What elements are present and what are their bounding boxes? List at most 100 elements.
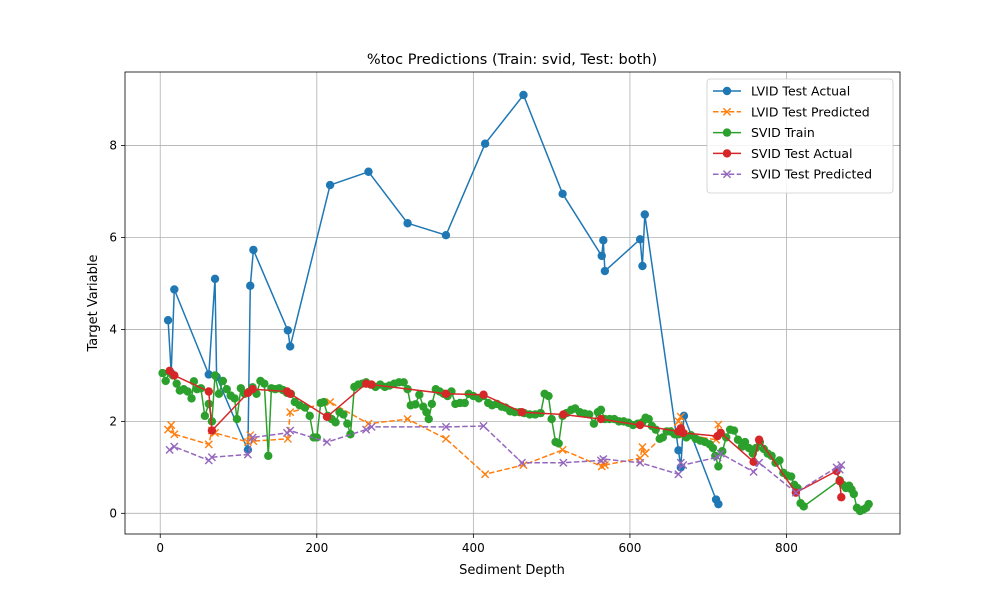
data-point-svid-train (399, 378, 408, 387)
chart-title: %toc Predictions (Train: svid, Test: bot… (367, 52, 657, 68)
data-point-svid-train (232, 414, 242, 424)
data-point-svid-train (714, 462, 723, 471)
data-point-svid-train (172, 379, 181, 388)
data-point-svid-train (585, 410, 594, 419)
data-point-lvid-test-actual (285, 342, 295, 351)
data-point-lvid-test-actual (403, 219, 412, 228)
data-point-lvid-test-predicted (638, 443, 647, 452)
data-point-svid-train (200, 411, 210, 421)
data-point-lvid-test-actual (249, 245, 258, 255)
legend-marker-svid-test-actual (722, 149, 732, 158)
data-point-lvid-test-actual (638, 261, 647, 271)
plot-frame (124, 71, 901, 535)
data-point-svid-test-predicted (674, 470, 683, 479)
data-point-svid-train (264, 451, 273, 461)
x-tick-label: 400 (462, 541, 485, 555)
data-point-svid-train (187, 394, 196, 403)
data-point-lvid-test-actual (635, 235, 645, 244)
data-point-svid-train (210, 371, 220, 380)
data-point-svid-test-actual (441, 389, 451, 398)
data-point-svid-test-predicted (362, 425, 371, 434)
data-point-svid-test-predicted (559, 458, 568, 467)
data-point-svid-test-predicted (716, 449, 725, 458)
legend-marker-svid-train (722, 128, 732, 137)
data-point-lvid-test-predicted (676, 412, 685, 421)
ticks-layer: 0 200 400 600 800 0 2 4 6 8 (109, 139, 798, 555)
data-point-lvid-test-predicted (558, 445, 567, 454)
data-point-svid-test-actual (635, 420, 645, 430)
data-point-svid-train (786, 472, 796, 481)
data-point-svid-train (260, 379, 269, 388)
data-point-lvid-test-actual (210, 274, 220, 284)
data-point-svid-test-predicted (479, 421, 488, 431)
data-point-svid-train (204, 399, 213, 409)
data-point-svid-test-predicted (835, 465, 844, 474)
data-point-lvid-test-actual (246, 281, 255, 290)
data-point-svid-train (158, 368, 167, 378)
data-point-lvid-test-actual (163, 316, 173, 325)
data-point-svid-train (427, 399, 437, 409)
data-point-svid-train (849, 489, 859, 499)
legend-label-svid-train: SVID Train (751, 125, 815, 140)
data-point-svid-train (422, 407, 431, 417)
legend-box (706, 78, 894, 194)
data-point-svid-test-predicted (636, 458, 645, 467)
data-point-lvid-test-actual (243, 445, 253, 455)
data-point-svid-train (300, 403, 310, 412)
data-point-svid-test-actual (170, 371, 179, 380)
data-point-svid-test-actual (837, 493, 846, 502)
legend-marker-lvid-test-actual (722, 86, 732, 96)
data-point-lvid-test-actual (364, 167, 373, 176)
data-point-svid-train (230, 394, 239, 403)
data-point-lvid-test-actual (441, 230, 451, 240)
data-point-svid-train (415, 390, 424, 399)
data-point-lvid-test-actual (204, 370, 213, 379)
data-point-lvid-test-predicted (481, 470, 490, 479)
data-point-svid-test-actual (207, 426, 217, 435)
data-point-svid-test-actual (285, 389, 295, 398)
y-tick-label: 0 (109, 506, 117, 520)
x-tick-label: 0 (156, 541, 164, 555)
data-point-svid-test-predicted (754, 458, 764, 467)
data-point-svid-train (589, 419, 599, 428)
data-point-svid-test-actual (248, 384, 257, 394)
data-point-svid-test-actual (322, 412, 332, 421)
y-tick-label: 6 (109, 230, 117, 244)
data-point-lvid-test-actual (325, 180, 335, 190)
data-point-svid-train (544, 391, 553, 401)
data-point-svid-test-predicted (248, 433, 257, 442)
data-point-svid-test-actual (716, 428, 725, 438)
data-point-svid-test-actual (479, 390, 488, 399)
data-point-svid-train (214, 389, 224, 398)
data-point-lvid-test-actual (170, 285, 179, 294)
data-point-svid-train (596, 405, 606, 415)
legend-label-svid-test-predicted: SVID Test Predicted (751, 167, 872, 182)
data-point-svid-train (554, 439, 563, 448)
data-point-lvid-test-actual (640, 210, 649, 219)
data-point-svid-train (799, 502, 808, 511)
data-point-svid-train (161, 376, 170, 386)
legend-marker-svid-test-predicted (722, 170, 732, 179)
y-axis-label: Target Variable (86, 255, 101, 353)
x-tick-label: 800 (775, 541, 798, 555)
data-point-svid-train (775, 456, 784, 465)
data-point-svid-test-predicted (170, 442, 179, 451)
data-point-svid-train (460, 398, 469, 408)
y-tick-label: 2 (109, 414, 117, 428)
legend: LVID Test Actual LVID Test Predicted SVID … (706, 78, 894, 194)
data-point-svid-test-actual (678, 428, 688, 438)
y-tick-label: 4 (109, 322, 117, 336)
series-svid-test-predicted (165, 421, 846, 497)
x-tick-label: 200 (305, 541, 328, 555)
data-point-svid-test-predicted (441, 422, 451, 431)
data-point-svid-test-predicted (517, 458, 526, 467)
x-axis-label: Sediment Depth (459, 563, 565, 578)
data-point-svid-train (740, 437, 750, 447)
data-point-lvid-test-predicted (286, 408, 295, 417)
data-point-lvid-test-actual (599, 236, 608, 245)
data-point-svid-test-actual (754, 435, 764, 444)
data-point-lvid-test-predicted (204, 440, 213, 449)
data-point-svid-test-actual (204, 387, 213, 396)
data-point-lvid-test-actual (480, 139, 490, 148)
